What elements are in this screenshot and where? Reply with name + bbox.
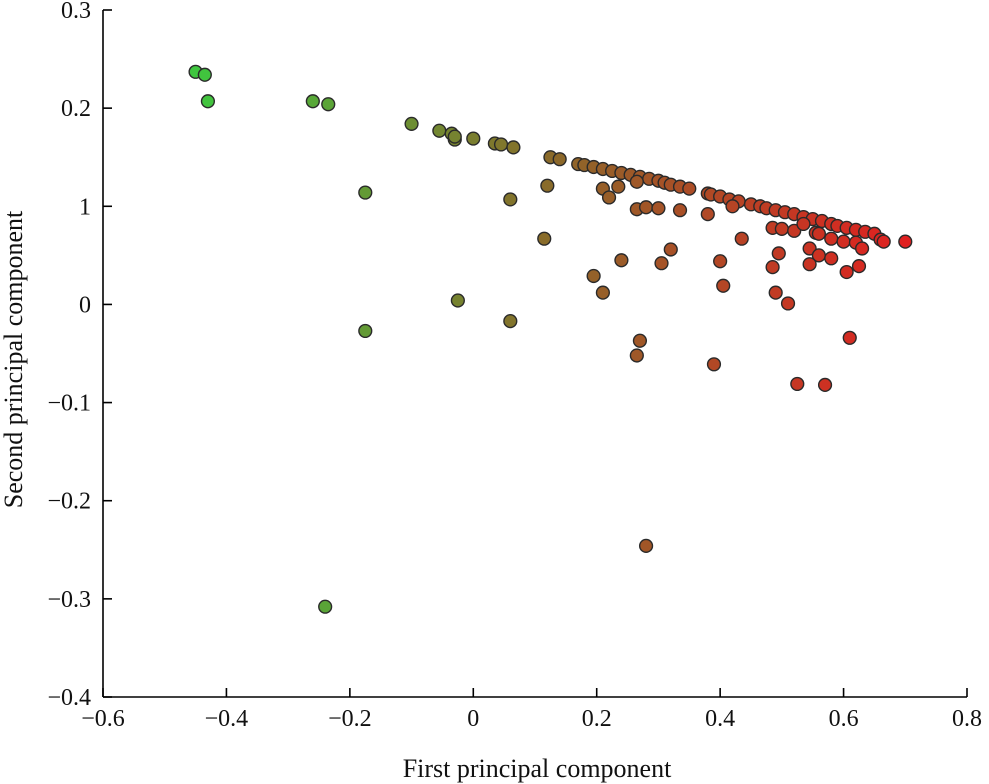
data-point (638, 538, 654, 553)
data-point (611, 179, 626, 194)
data-point (672, 203, 688, 218)
y-tick-label: 0 (79, 292, 91, 318)
x-axis-title: First principal component (403, 754, 672, 783)
data-point (765, 260, 780, 275)
y-tick-label: 1 (79, 194, 91, 220)
x-tick-label: −0.4 (205, 706, 249, 732)
data-point (839, 264, 854, 280)
x-tick-label: 0.6 (829, 706, 859, 732)
points-layer (188, 64, 913, 614)
data-point (503, 192, 518, 207)
data-point (771, 246, 786, 261)
data-point (768, 285, 783, 300)
data-point (802, 257, 817, 272)
data-point (540, 178, 555, 193)
data-point (321, 97, 336, 112)
data-point (824, 231, 839, 246)
y-tick-label: −0.3 (47, 587, 91, 613)
data-point (811, 226, 826, 241)
data-point (654, 256, 669, 271)
data-point (796, 216, 811, 232)
data-point (358, 323, 373, 339)
data-point (774, 221, 789, 236)
data-point (318, 599, 333, 614)
data-point (706, 357, 722, 372)
data-point (716, 278, 731, 293)
data-point (506, 140, 521, 155)
data-point (700, 207, 715, 222)
data-point (682, 181, 697, 196)
data-point (197, 67, 212, 82)
x-tick-label: 0.4 (705, 706, 735, 732)
x-tick-label: −0.6 (81, 706, 125, 732)
data-point (503, 314, 518, 329)
data-point (552, 152, 567, 167)
data-point (817, 377, 833, 393)
data-point (629, 348, 644, 363)
data-point (651, 201, 666, 216)
x-tick-label: 0.8 (952, 706, 982, 732)
y-tick-label: −0.2 (47, 489, 91, 515)
data-point (854, 241, 870, 256)
y-tick-label: 0.2 (61, 96, 91, 122)
data-point (586, 268, 601, 284)
data-point (876, 234, 891, 249)
data-point (725, 199, 740, 214)
data-point (790, 376, 805, 392)
data-point (614, 253, 629, 268)
data-point (404, 116, 419, 131)
data-point (734, 231, 749, 246)
y-axis-title: Second principal component (0, 210, 28, 508)
data-point (537, 231, 552, 246)
y-tick-label: 0.3 (61, 0, 91, 24)
data-point (638, 200, 654, 215)
x-axis-ticks: −0.6 −0.4 −0.2 0 0.2 0.4 0.6 0.8 (81, 688, 982, 732)
data-point (601, 190, 617, 205)
y-tick-label: −0.4 (47, 685, 91, 711)
data-point (780, 296, 796, 311)
x-tick-label: 0 (467, 706, 479, 732)
data-point (447, 129, 462, 144)
data-point (595, 285, 610, 300)
data-point (200, 94, 216, 109)
data-point (629, 174, 644, 189)
data-point (824, 251, 839, 266)
axes-layer (102, 10, 967, 698)
x-tick-label: 0.2 (582, 706, 612, 732)
data-point (898, 234, 913, 249)
data-point (851, 259, 867, 274)
data-point (305, 94, 320, 109)
x-tick-label: −0.2 (328, 706, 372, 732)
data-point (493, 137, 509, 152)
data-point (432, 123, 447, 138)
data-point (632, 333, 648, 348)
data-point (842, 330, 857, 345)
data-point (450, 293, 465, 308)
data-point (713, 254, 728, 269)
data-point (466, 131, 481, 146)
data-point (358, 185, 373, 200)
data-point (836, 234, 851, 249)
y-axis-ticks: −0.4 −0.3 −0.2 −0.1 0 1 0.2 0.3 (47, 0, 112, 711)
data-point (663, 242, 678, 257)
y-tick-label: −0.1 (47, 391, 91, 417)
